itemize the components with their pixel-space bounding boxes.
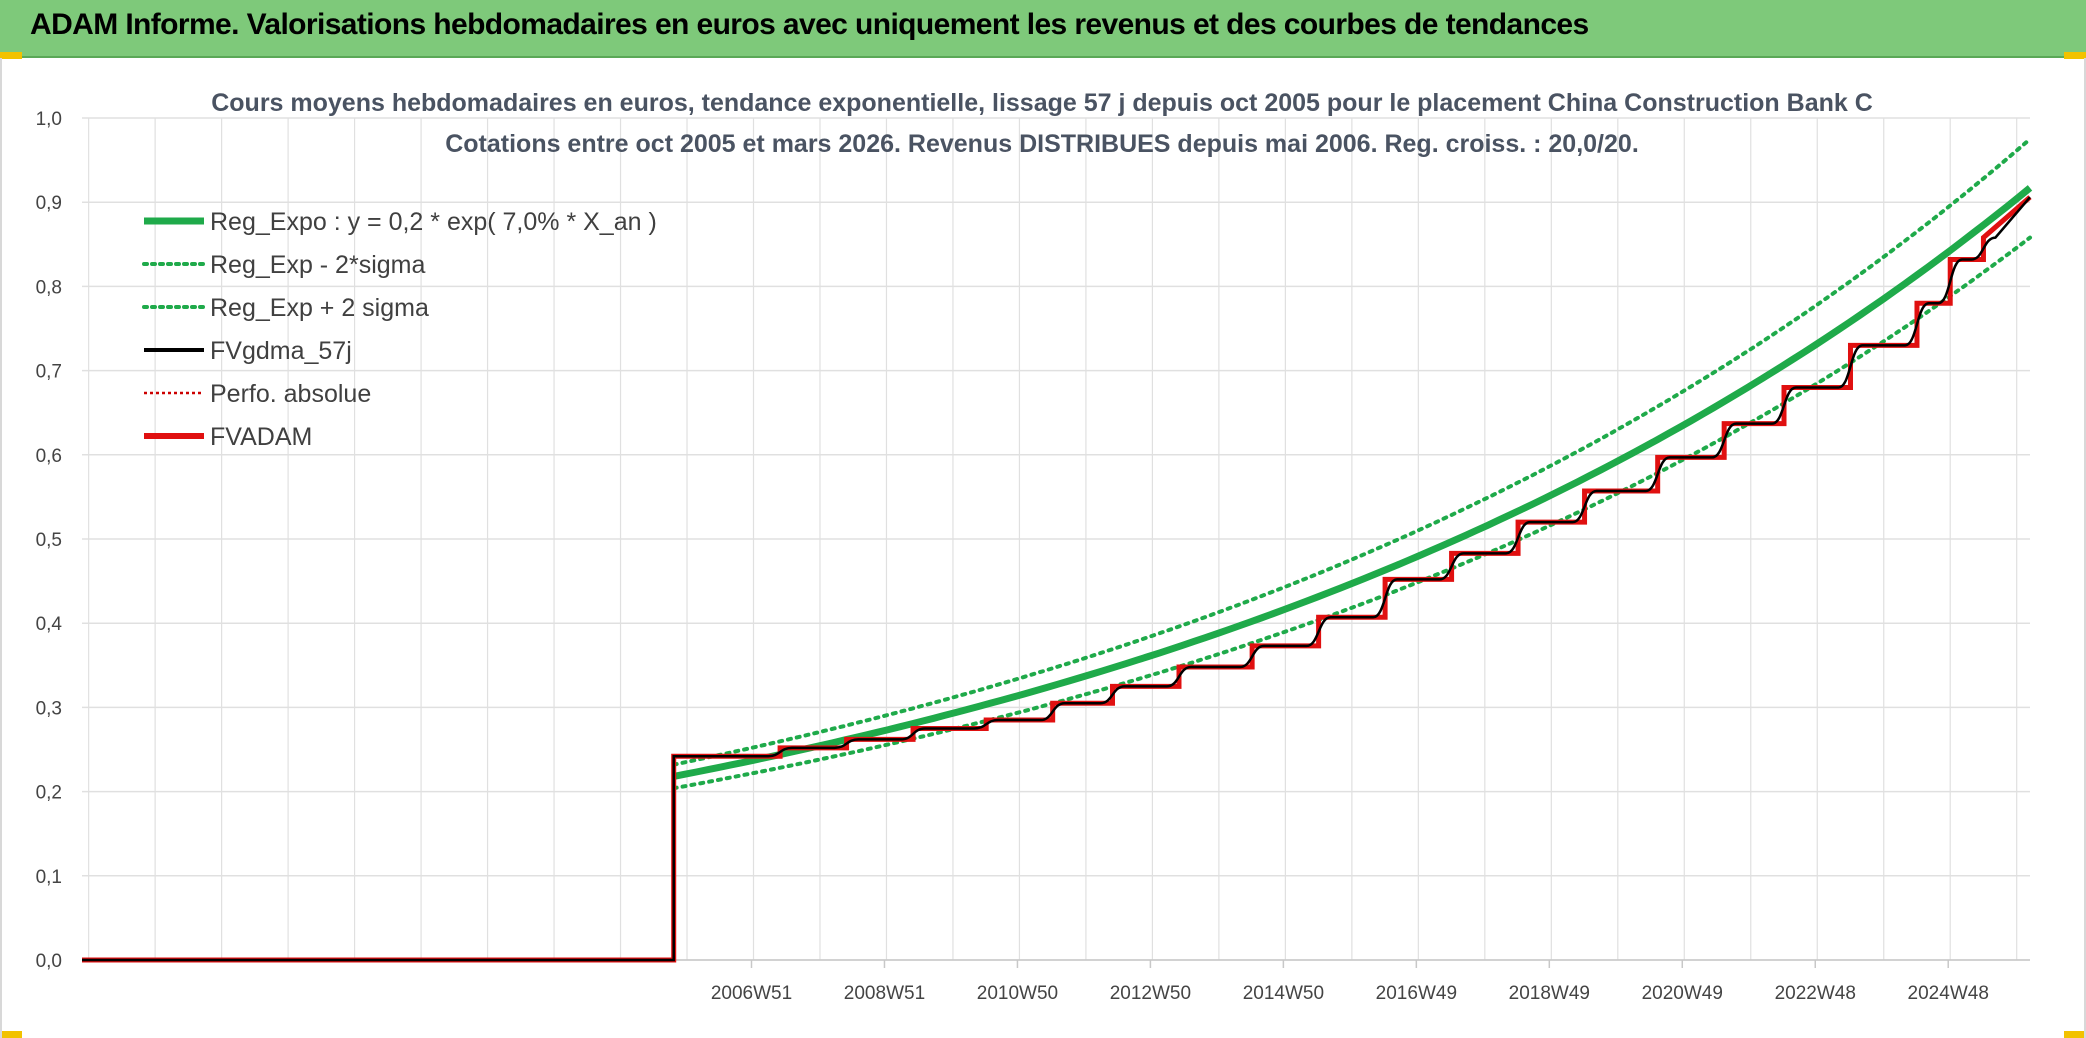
x-tick-label: 2014W50: [1243, 983, 1324, 1004]
y-tick-label: 0,6: [36, 446, 62, 467]
legend-label: Reg_Exp - 2*sigma: [210, 251, 425, 279]
y-tick-label: 0,4: [36, 614, 63, 635]
corner-marker: [2064, 1031, 2086, 1038]
y-tick-label: 0,1: [36, 867, 62, 888]
x-tick-label: 2022W48: [1775, 983, 1856, 1004]
legend: Reg_Expo : y = 0,2 * exp( 7,0% * X_an ) R…: [142, 208, 657, 451]
ticks-layer: 0,0 0,1 0,2 0,3 0,4 0,5 0,6 0,7 0,8 0,9 1,0 2006W51…: [36, 109, 1989, 1004]
x-tick-label: 2012W50: [1110, 983, 1191, 1004]
series-reg-expo: [673, 185, 2033, 780]
y-tick-label: 0,9: [36, 193, 62, 214]
x-tick-label: 2020W49: [1642, 983, 1723, 1004]
x-tick-label: 2016W49: [1376, 983, 1457, 1004]
x-tick-label: 2018W49: [1509, 983, 1590, 1004]
y-tick-label: 0,2: [36, 783, 62, 804]
y-tick-label: 1,0: [36, 109, 62, 130]
y-tick-label: 0,3: [36, 698, 62, 719]
chart-area: 0,0 0,1 0,2 0,3 0,4 0,5 0,6 0,7 0,8 0,9 1,0 2006W51…: [0, 58, 2086, 1038]
chart-title-line1: Cours moyens hebdomadaires en euros, ten…: [211, 89, 1873, 117]
legend-item: Reg_Exp - 2*sigma: [142, 251, 425, 279]
series-reg-exp-minus-2sigma: [671, 235, 2032, 791]
y-tick-label: 0,8: [36, 277, 62, 298]
legend-item: Reg_Expo : y = 0,2 * exp( 7,0% * X_an ): [144, 208, 657, 236]
series-layer: [82, 137, 2033, 963]
legend-label: Reg_Expo : y = 0,2 * exp( 7,0% * X_an ): [210, 208, 657, 236]
y-tick-label: 0,7: [36, 362, 62, 383]
y-tick-label: 0,5: [36, 530, 62, 551]
x-tick-label: 2006W51: [711, 983, 792, 1004]
legend-item: FVADAM: [144, 423, 312, 451]
x-tick-label: 2008W51: [844, 983, 925, 1004]
chart-title-line2: Cotations entre oct 2005 et mars 2026. R…: [445, 130, 1639, 158]
corner-marker: [0, 1031, 22, 1038]
chart-svg: 0,0 0,1 0,2 0,3 0,4 0,5 0,6 0,7 0,8 0,9 1,0 2006W51…: [36, 89, 2033, 1004]
y-tick-label: 0,0: [36, 951, 62, 972]
corner-marker: [2064, 52, 2086, 59]
legend-label: Reg_Exp + 2 sigma: [210, 294, 429, 322]
legend-item: Reg_Exp + 2 sigma: [142, 294, 429, 322]
x-tick-label: 2010W50: [977, 983, 1058, 1004]
legend-label: FVgdma_57j: [210, 337, 352, 365]
legend-item: Perfo. absolue: [144, 380, 371, 408]
legend-item: FVgdma_57j: [144, 337, 352, 365]
legend-label: FVADAM: [210, 423, 312, 451]
legend-label: Perfo. absolue: [210, 380, 371, 408]
report-title: ADAM Informe. Valorisations hebdomadaire…: [30, 8, 1589, 41]
corner-marker: [0, 52, 22, 59]
report-banner: ADAM Informe. Valorisations hebdomadaire…: [0, 0, 2086, 58]
x-tick-label: 2024W48: [1908, 983, 1989, 1004]
grid-layer: [82, 117, 2030, 968]
series-fvgdma-57j: [82, 196, 2031, 962]
series-reg-exp-plus-2sigma: [671, 137, 2032, 767]
